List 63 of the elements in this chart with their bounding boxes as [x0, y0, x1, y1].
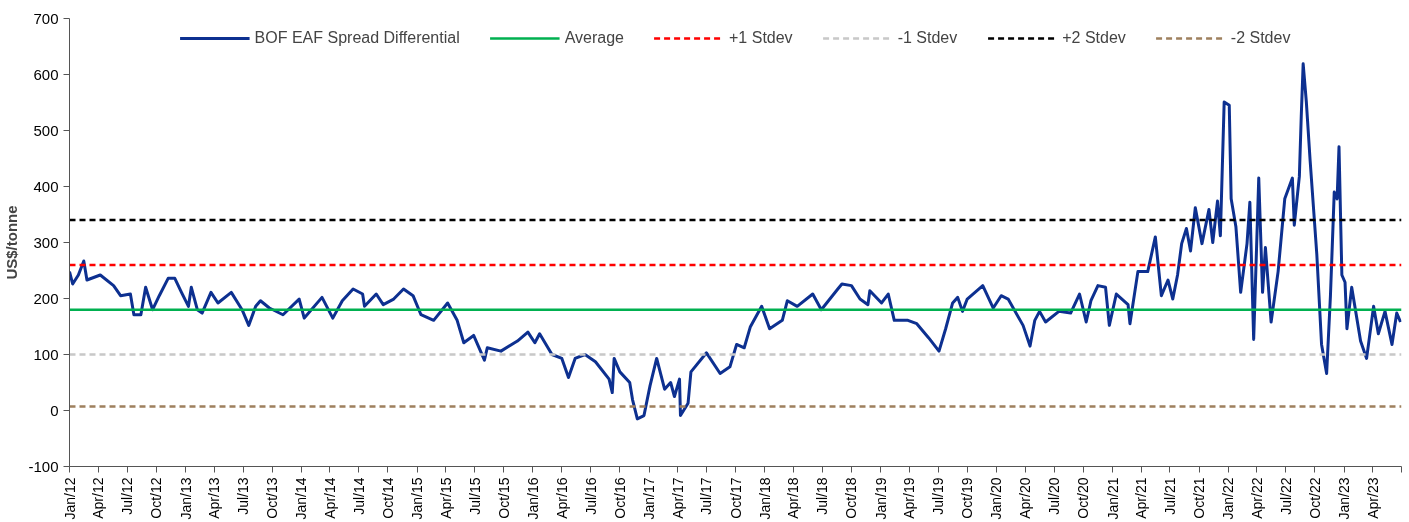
x-tick-label: Jan/21 — [1104, 477, 1121, 520]
x-tick-label: Jul/20 — [1046, 477, 1063, 515]
x-tick-label: Jan/23 — [1336, 477, 1353, 520]
x-tick-label: Oct/15 — [495, 477, 512, 519]
legend-label: -1 Stdev — [897, 29, 958, 47]
x-tick-label: Jul/17 — [698, 477, 715, 515]
y-tick-label: 0 — [50, 401, 59, 419]
x-tick-label: Jul/18 — [814, 477, 831, 515]
y-tick-label: 500 — [33, 121, 59, 139]
x-tick-label: Jan/19 — [872, 477, 889, 520]
legend-label: +1 Stdev — [729, 29, 793, 47]
x-tick-label: Jul/19 — [930, 477, 947, 515]
x-tick-label: Oct/16 — [611, 477, 628, 519]
legend-label: BOF EAF Spread Differential — [254, 29, 460, 47]
x-tick-label: Apr/22 — [1248, 477, 1265, 519]
x-tick-label: Jul/13 — [235, 477, 252, 515]
x-tick-label: Oct/21 — [1191, 477, 1208, 519]
x-tick-label: Oct/20 — [1075, 477, 1092, 519]
x-tick-label: Jul/16 — [582, 477, 599, 515]
x-tick-label: Apr/16 — [553, 477, 570, 519]
x-tick-label: Apr/13 — [206, 477, 223, 519]
x-tick-label: Jul/12 — [119, 477, 136, 515]
x-tick-label: Apr/15 — [437, 477, 454, 519]
x-tick-label: Jan/15 — [409, 477, 426, 520]
x-tick-label: Jan/12 — [61, 477, 78, 520]
x-tick-label: Jul/22 — [1277, 477, 1294, 515]
y-axis-title: US$/tonne — [3, 205, 21, 280]
x-tick-label: Apr/12 — [90, 477, 107, 519]
x-tick-label: Apr/21 — [1133, 477, 1150, 519]
x-tick-label: Oct/17 — [727, 477, 744, 519]
y-tick-label: 200 — [33, 289, 59, 307]
x-tick-label: Apr/14 — [321, 477, 338, 519]
x-tick-label: Oct/12 — [148, 477, 165, 519]
x-tick-label: Oct/22 — [1306, 477, 1323, 519]
y-tick-label: 300 — [33, 233, 59, 251]
x-tick-label: Oct/18 — [843, 477, 860, 519]
x-tick-label: Jul/21 — [1161, 477, 1178, 515]
x-tick-label: Apr/23 — [1364, 477, 1381, 519]
legend-label: +2 Stdev — [1062, 29, 1126, 47]
y-tick-label: 600 — [33, 65, 59, 83]
x-tick-label: Oct/14 — [379, 477, 396, 519]
x-tick-label: Jul/14 — [350, 477, 367, 515]
x-tick-label: Jan/20 — [988, 477, 1005, 520]
y-tick-label: 700 — [33, 9, 59, 27]
x-tick-label: Jan/22 — [1220, 477, 1237, 520]
line-series — [69, 62, 1402, 421]
x-tick-label: Jan/13 — [177, 477, 194, 520]
x-tick-label: Apr/20 — [1017, 477, 1034, 519]
x-tick-label: Jan/17 — [641, 477, 658, 520]
x-tick-label: Oct/13 — [264, 477, 281, 519]
x-tick-label: Jul/15 — [466, 477, 483, 515]
x-tick-label: Jan/14 — [293, 477, 310, 520]
y-tick-label: 400 — [33, 177, 59, 195]
x-tick-label: Jan/18 — [756, 477, 773, 520]
legend-label: -2 Stdev — [1230, 29, 1291, 47]
x-tick-label: Apr/17 — [669, 477, 686, 519]
x-tick-label: Oct/19 — [959, 477, 976, 519]
x-tick-label: Apr/18 — [785, 477, 802, 519]
y-tick-label: 100 — [33, 345, 59, 363]
x-tick-label: Jan/16 — [524, 477, 541, 520]
x-tick-label: Apr/19 — [901, 477, 918, 519]
legend-label: Average — [564, 29, 625, 47]
y-tick-label: -100 — [28, 457, 59, 475]
